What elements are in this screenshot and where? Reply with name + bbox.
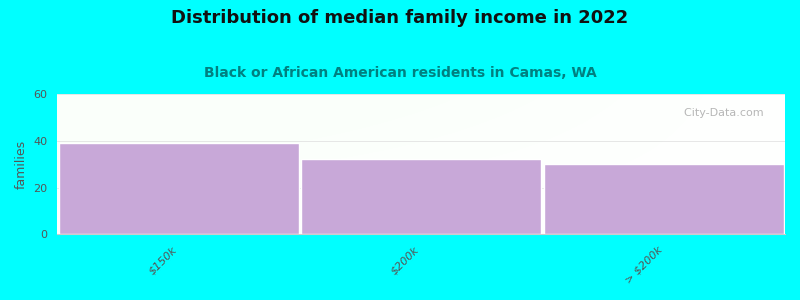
Text: City-Data.com: City-Data.com: [677, 108, 763, 118]
Text: Distribution of median family income in 2022: Distribution of median family income in …: [171, 9, 629, 27]
Bar: [58, 143, 298, 234]
Bar: [544, 164, 784, 234]
Text: Black or African American residents in Camas, WA: Black or African American residents in C…: [204, 66, 596, 80]
Bar: [301, 160, 542, 234]
Y-axis label: families: families: [15, 140, 28, 189]
